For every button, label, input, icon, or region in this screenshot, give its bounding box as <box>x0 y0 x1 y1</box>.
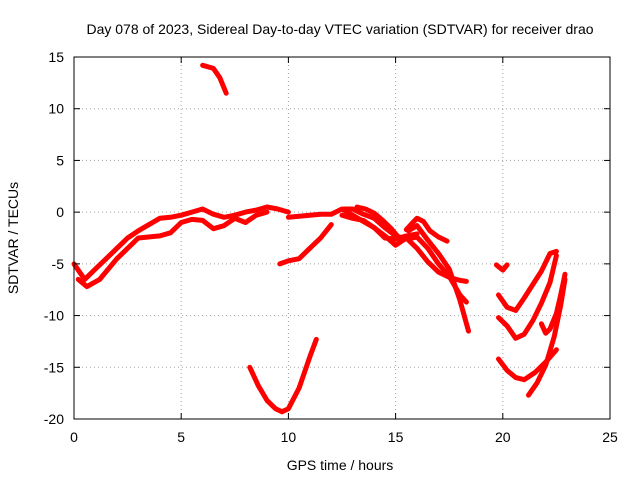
y-tick-label: -10 <box>44 308 64 324</box>
grid-lines <box>74 57 610 419</box>
x-tick-label: 15 <box>388 429 404 445</box>
tick-marks <box>73 56 611 420</box>
series-line-arc-10 <box>403 215 450 244</box>
series-line-arc-12 <box>493 262 510 273</box>
series-line-arc-3 <box>200 62 229 96</box>
x-axis-label: GPS time / hours <box>287 457 394 473</box>
x-tick-labels: 0 5 10 15 20 25 <box>70 429 618 445</box>
x-tick-label: 5 <box>177 429 185 445</box>
series-line-arc-17 <box>526 276 568 398</box>
y-tick-label: -20 <box>44 411 64 427</box>
x-tick-label: 0 <box>70 429 78 445</box>
plot-frame <box>73 56 611 420</box>
series-line-arc-14 <box>496 253 559 341</box>
y-tick-label: 10 <box>48 101 64 117</box>
y-tick-label: -5 <box>52 256 65 272</box>
y-tick-label: 0 <box>56 204 64 220</box>
y-tick-label: 5 <box>56 152 64 168</box>
chart-title: Day 078 of 2023, Sidereal Day-to-day VTE… <box>86 21 593 37</box>
x-tick-label: 20 <box>495 429 511 445</box>
series-line-arc-11 <box>406 223 471 334</box>
series-line-arc-13 <box>496 248 559 313</box>
series-line-arc-4 <box>247 336 319 415</box>
data-series <box>71 62 568 415</box>
x-tick-label: 10 <box>281 429 297 445</box>
y-tick-label: -15 <box>44 359 64 375</box>
series-line-arc-9 <box>354 204 403 242</box>
y-axis-label: SDTVAR / TECUs <box>5 182 21 294</box>
y-tick-labels: 15 10 5 0 -5 -10 -15 -20 <box>44 49 64 427</box>
series-line-arc-5 <box>277 222 334 267</box>
y-tick-label: 15 <box>48 49 64 65</box>
x-tick-label: 25 <box>602 429 618 445</box>
series-line-arc-1 <box>71 204 291 282</box>
series-line-arc-2 <box>75 209 270 290</box>
